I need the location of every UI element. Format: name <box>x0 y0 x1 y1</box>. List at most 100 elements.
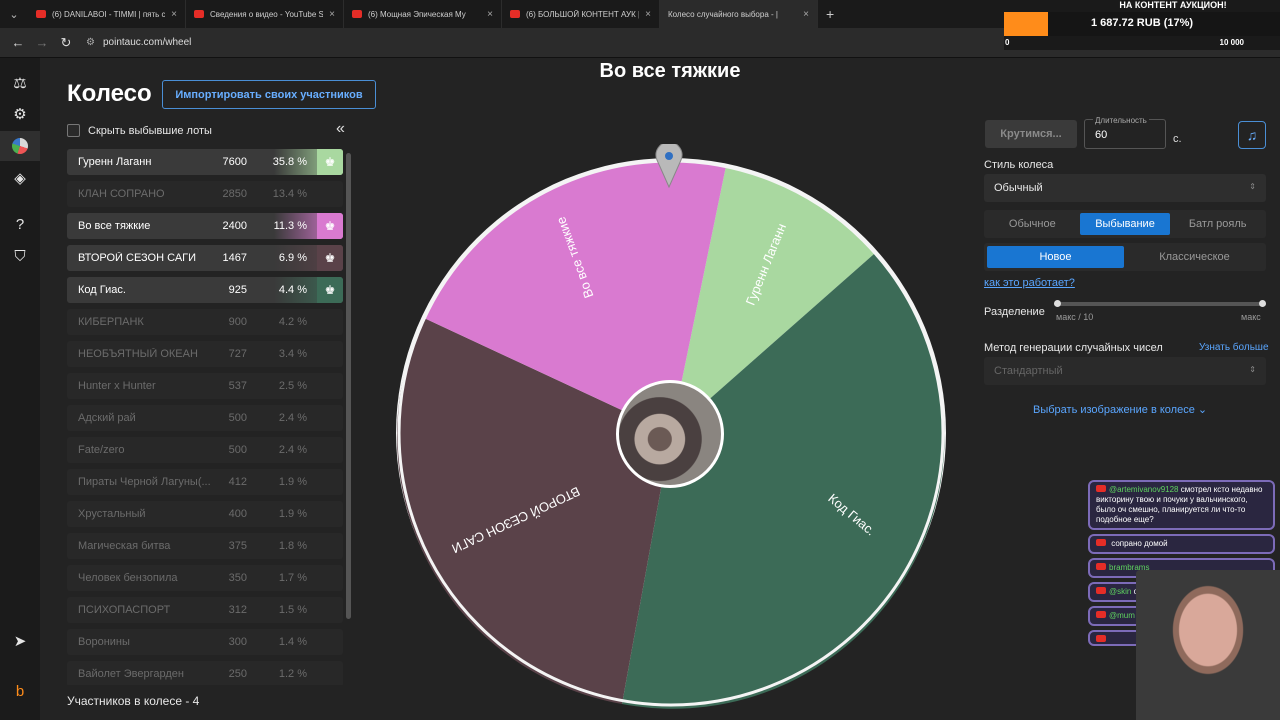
auction-progress-fill <box>1004 12 1049 36</box>
lot-percent: 35.8 % <box>272 156 307 168</box>
lot-winner-icon[interactable]: ♚ <box>317 277 343 303</box>
spin-button[interactable]: Крутимся... <box>985 120 1077 148</box>
mode-option[interactable]: Батл рояль <box>1188 218 1247 230</box>
youtube-icon <box>194 10 204 18</box>
lot-item[interactable]: Человек бензопила 350 1.7 % <box>67 565 343 591</box>
url-field[interactable]: ⚙ pointauc.com/wheel <box>86 32 1036 54</box>
close-icon[interactable]: × <box>803 8 809 20</box>
lot-item[interactable]: НЕОБЪЯТНЫЙ ОКЕАН 727 3.4 % <box>67 341 343 367</box>
chat-user: @skin <box>1109 587 1132 596</box>
youtube-icon <box>510 10 520 18</box>
lot-item[interactable]: Во все тяжкие 2400 11.3 % ♚ <box>67 213 343 239</box>
brand-logo-icon[interactable]: b <box>15 682 25 700</box>
split-slider[interactable] <box>1054 300 1266 307</box>
lot-item[interactable]: КЛАН СОПРАНО 2850 13.4 % <box>67 181 343 207</box>
lot-percent: 4.4 % <box>278 284 307 296</box>
layers-icon[interactable]: ◈ <box>14 170 26 187</box>
music-icon[interactable]: ♫ <box>1238 121 1266 149</box>
back-icon[interactable]: ← <box>11 35 25 50</box>
lot-item[interactable]: Магическая битва 375 1.8 % <box>67 533 343 559</box>
forward-icon[interactable]: → <box>35 35 49 50</box>
close-icon[interactable]: × <box>645 8 651 20</box>
mode-option[interactable]: Обычное <box>1008 218 1056 230</box>
wheel-style-select[interactable]: Обычный ⇕ <box>984 174 1266 202</box>
youtube-icon <box>36 10 46 18</box>
lot-item[interactable]: Адский рай 500 2.4 % <box>67 405 343 431</box>
new-tab-button[interactable]: + <box>826 6 835 22</box>
mode-toggle: Обычное Выбывание Батл рояль <box>984 210 1266 238</box>
shield-icon[interactable]: ⛉ <box>14 247 26 265</box>
browser-tab[interactable]: (6) Мощная Эпическая Му × <box>344 0 502 28</box>
rng-select[interactable]: Стандартный ⇕ <box>984 357 1266 385</box>
tab-title: (6) Мощная Эпическая Му <box>368 9 466 19</box>
lot-amount: 375 <box>228 540 247 552</box>
how-it-works-link[interactable]: как это работает? <box>984 277 1075 289</box>
chevron-down-icon: ⌄ <box>1197 404 1208 416</box>
lot-item[interactable]: Код Гиас. 925 4.4 % ♚ <box>67 277 343 303</box>
lot-item[interactable]: Пираты Черной Лагуны(... 412 1.9 % <box>67 469 343 495</box>
lot-name: Гуренн Лаганн <box>78 156 152 168</box>
wheel-center-image <box>616 380 724 488</box>
slider-handle-max[interactable] <box>1259 300 1266 307</box>
lot-item[interactable]: Hunter x Hunter 537 2.5 % <box>67 373 343 399</box>
youtube-icon <box>1096 485 1106 492</box>
lot-list-scrollbar[interactable] <box>346 153 351 619</box>
close-icon[interactable]: × <box>487 8 493 20</box>
split-min-label: макс / 10 <box>1056 312 1094 322</box>
youtube-icon <box>1096 563 1106 570</box>
duration-field[interactable]: Длительность 60 <box>1084 116 1166 149</box>
variant-toggle: Новое Классическое <box>984 243 1266 271</box>
split-label: Разделение <box>984 306 1045 318</box>
lot-amount: 412 <box>228 476 247 488</box>
hide-eliminated-row[interactable]: Скрыть выбывшие лоты <box>67 124 212 137</box>
lot-amount: 7600 <box>222 156 247 168</box>
lot-name: НЕОБЪЯТНЫЙ ОКЕАН <box>78 348 198 360</box>
browser-tab[interactable]: Колесо случайного выбора - | × <box>660 0 818 28</box>
gavel-icon[interactable]: ⚖ <box>13 75 27 92</box>
lot-item[interactable]: Воронины 300 1.4 % <box>67 629 343 655</box>
telegram-icon[interactable]: ➤ <box>13 633 27 650</box>
mode-option[interactable]: Выбывание <box>1079 213 1171 235</box>
lot-item[interactable]: ПСИХОПАСПОРТ 312 1.5 % <box>67 597 343 623</box>
chevron-updown-icon: ⇕ <box>1249 182 1256 191</box>
youtube-icon <box>1096 611 1106 618</box>
duration-unit: с. <box>1173 133 1182 145</box>
lot-name: Hunter x Hunter <box>78 380 156 392</box>
close-icon[interactable]: × <box>329 8 335 20</box>
lot-percent: 1.2 % <box>278 668 307 680</box>
lot-item[interactable]: Вайолет Эвергарден 250 1.2 % <box>67 661 343 685</box>
browser-tab[interactable]: (6) БОЛЬШОЙ КОНТЕНТ АУК | × <box>502 0 660 28</box>
variant-option[interactable]: Классическое <box>1159 251 1230 263</box>
lot-item[interactable]: Гуренн Лаганн 7600 35.8 % ♚ <box>67 149 343 175</box>
site-info-icon[interactable]: ⚙ <box>86 37 95 48</box>
collapse-icon[interactable]: « <box>336 120 345 137</box>
tab-list-icon[interactable]: ⌄ <box>9 8 19 21</box>
lot-winner-icon[interactable]: ♚ <box>317 213 343 239</box>
reload-icon[interactable]: ↻ <box>60 34 72 50</box>
lot-winner-icon[interactable]: ♚ <box>317 245 343 271</box>
import-participants-button[interactable]: Импортировать своих участников <box>162 80 376 109</box>
lot-item[interactable]: КИБЕРПАНК 900 4.2 % <box>67 309 343 335</box>
lot-name: ВТОРОЙ СЕЗОН САГИ <box>78 252 197 264</box>
lot-winner-icon[interactable]: ♚ <box>317 149 343 175</box>
lot-percent: 2.4 % <box>278 412 307 424</box>
chat-text: смотрел ксто недавно викторину твою и по… <box>1096 485 1263 524</box>
variant-option[interactable]: Новое <box>987 246 1124 268</box>
lot-item[interactable]: ВТОРОЙ СЕЗОН САГИ 1467 6.9 % ♚ <box>67 245 343 271</box>
chat-user: @artemivanov9128 <box>1109 485 1179 494</box>
hide-eliminated-checkbox[interactable] <box>67 124 80 137</box>
rng-learn-more-link[interactable]: Узнать больше <box>1199 342 1269 353</box>
lot-item[interactable]: Хрустальный 400 1.9 % <box>67 501 343 527</box>
close-icon[interactable]: × <box>171 8 177 20</box>
wheel-nav-icon[interactable] <box>0 131 40 161</box>
url-text: pointauc.com/wheel <box>102 37 192 48</box>
tab-title: Колесо случайного выбора - | <box>668 9 778 19</box>
lot-item[interactable]: Fate/zero 500 2.4 % <box>67 437 343 463</box>
browser-tab[interactable]: (6) DANILABOI - TIMMI | пять с × <box>28 0 186 28</box>
browser-tab[interactable]: Сведения о видео - YouTube S × <box>186 0 344 28</box>
settings-icon[interactable]: ⚙ <box>13 106 27 123</box>
choose-image-button[interactable]: Выбрать изображение в колесе ⌄ <box>1033 403 1207 416</box>
slider-handle-min[interactable] <box>1054 300 1061 307</box>
help-icon[interactable]: ? <box>15 215 25 233</box>
wheel-segment-gurenn <box>671 166 874 433</box>
